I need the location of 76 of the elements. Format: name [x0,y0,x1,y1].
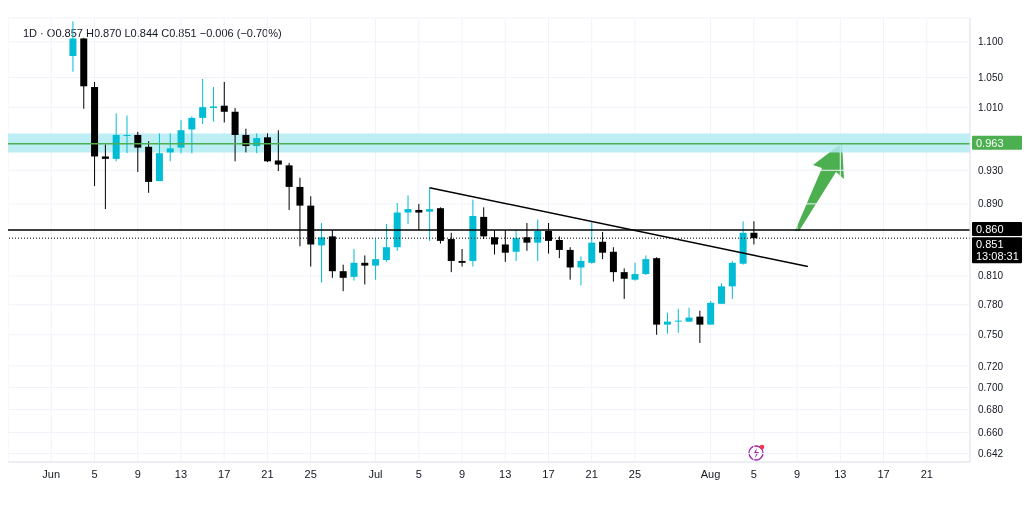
candlestick [707,300,715,326]
x-tick-label: 5 [91,467,98,480]
ref-line-label: 0.860 [976,223,1004,236]
text: 13:08:31 [976,250,1019,263]
x-tick-label: 9 [458,467,466,480]
x-tick-label: 21 [261,467,274,480]
y-tick-label: 0.810 [978,270,1004,282]
x-tick-label: 25 [304,467,317,480]
y-tick-label: 0.930 [978,164,1004,176]
x-tick-label: 17 [218,467,231,480]
candlestick [274,129,282,172]
candlestick [285,162,293,211]
x-tick-label: 5 [750,467,757,480]
y-tick-label: 0.700 [978,382,1004,394]
candlestick [631,262,639,282]
candlestick [512,229,520,262]
candlestick [458,248,466,268]
y-tick-label: 1.050 [978,72,1004,84]
ref-line-label: 0.851 [976,238,1004,251]
candlestick [177,119,185,154]
y-tick-label: 0.720 [978,360,1004,372]
candlestick [134,131,142,173]
candlestick [696,310,704,344]
candlestick [728,260,736,300]
candlestick [166,132,174,162]
candlestick [220,81,228,123]
candlestick [209,86,217,123]
x-tick-label: 17 [877,467,890,480]
candlestick [318,222,326,284]
candlestick [534,219,542,262]
candlestick [123,115,131,154]
x-tick-label: 21 [585,467,598,480]
y-tick-label: 1.010 [978,101,1004,113]
candlestick [609,246,617,283]
candlestick [188,115,196,154]
y-tick-label: 0.642 [978,448,1004,460]
y-tick-label: 0.660 [978,427,1004,439]
candlestick [588,221,596,265]
ref-line-label: 0.963 [976,136,1004,149]
candlestick [361,254,369,285]
candlestick [339,264,347,292]
candlestick [112,112,120,162]
x-tick-label: 9 [134,467,141,480]
candlestick [566,246,574,281]
candlestick [382,223,390,263]
y-tick-label: 1.100 [978,36,1004,48]
candlestick [404,194,412,225]
candlestick [663,312,671,335]
x-tick-label: Aug [700,467,721,480]
candlestick [264,132,272,163]
candlestick [685,307,693,323]
candlestick [717,283,725,305]
y-tick-label: 0.750 [978,329,1004,341]
candlestick [620,267,628,300]
candlestick [426,187,434,242]
candlestick [674,308,682,334]
y-tick-label: 0.780 [978,299,1004,311]
x-tick-label: 17 [542,467,555,480]
candlestick [372,238,380,281]
x-tick-label: 13 [834,467,847,480]
candlestick [350,248,358,282]
x-tick-label: 21 [920,467,933,480]
x-tick-label: 13 [499,467,512,480]
candlestick [199,78,207,125]
candlestick [642,254,650,276]
candlestick [101,143,109,210]
x-tick-label: Jun [42,467,61,480]
x-tick-label: 5 [415,467,422,480]
x-tick-label: 25 [628,467,642,480]
candlestick [577,255,585,286]
y-tick-label: 0.890 [978,198,1004,210]
candlestick [231,107,239,162]
x-tick-label: Jul [368,467,383,480]
y-tick-label: 0.680 [978,404,1004,416]
x-tick-label: 13 [174,467,188,480]
x-tick-label: 9 [793,467,801,480]
